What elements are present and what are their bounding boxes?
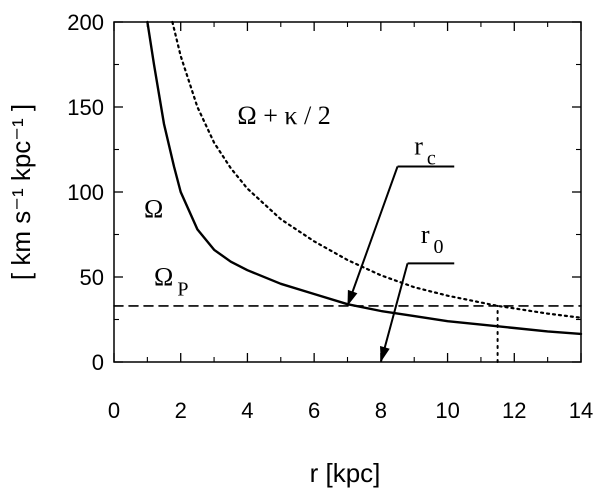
- r-0-label-subscript: 0: [434, 236, 444, 258]
- r-c-label-subscript: c: [427, 148, 436, 170]
- y-tick-label: 200: [67, 10, 104, 35]
- y-tick-label: 150: [67, 95, 104, 120]
- omega-label: Ω: [144, 195, 163, 224]
- x-axis-title: r [kpc]: [310, 458, 381, 488]
- x-tick-label: 6: [308, 398, 320, 423]
- omega-plus-kappa-label: Ω + κ / 2: [237, 101, 330, 130]
- y-tick-label: 50: [80, 265, 104, 290]
- series-line-0: [146, 20, 583, 336]
- y-axis-title: [ km s⁻¹ kpc⁻¹ ]: [6, 104, 36, 280]
- r-c-arrow-head: [347, 289, 358, 306]
- series-line-1: [171, 20, 583, 319]
- y-axis: 0 50 100 150 200: [67, 10, 581, 375]
- r-0-arrow-head: [380, 346, 390, 362]
- x-tick-label: 0: [108, 398, 120, 423]
- x-tick-label: 12: [502, 398, 526, 423]
- plot-frame: [113, 21, 582, 363]
- x-tick-label: 4: [241, 398, 253, 423]
- x-axis: 0 2 4 6 8 10 12 14: [108, 22, 593, 423]
- r-0-arrow-shaft: [379, 263, 409, 363]
- x-tick-label: 14: [569, 398, 593, 423]
- y-tick-label: 100: [67, 180, 104, 205]
- x-tick-label: 2: [175, 398, 187, 423]
- plot-area: [113, 21, 582, 363]
- y-tick-label: 0: [92, 350, 104, 375]
- x-tick-label: 8: [375, 398, 387, 423]
- series-layer: [113, 20, 583, 363]
- r-c-arrow-shaft: [346, 166, 399, 307]
- x-tick-label: 10: [435, 398, 459, 423]
- omega-p-label-subscript: P: [177, 279, 188, 301]
